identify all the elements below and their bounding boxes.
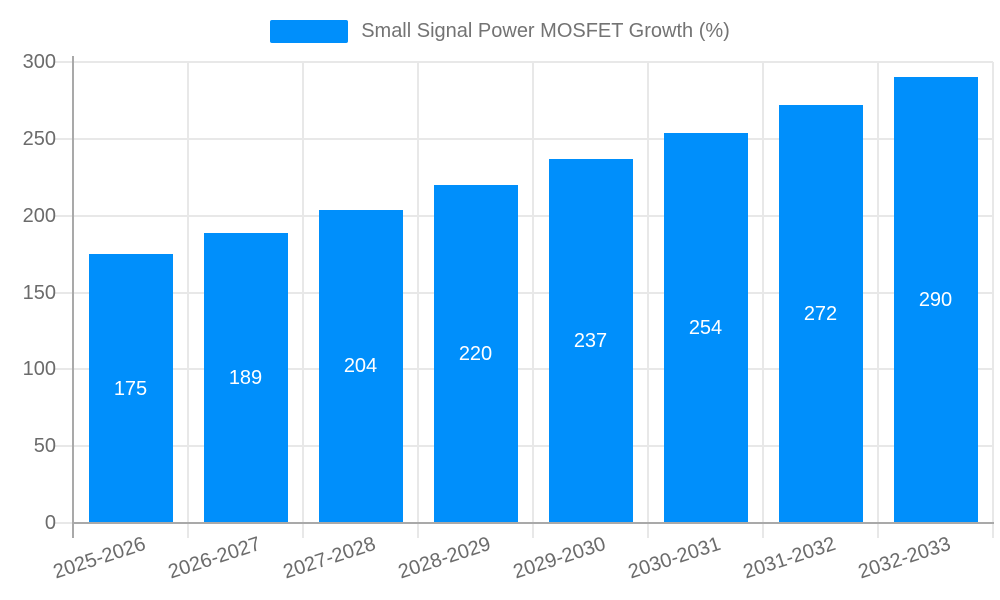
x-tick [992,523,994,538]
bar[interactable]: 189 [203,232,288,523]
y-tick-label: 50 [33,435,56,458]
y-tick [55,445,73,448]
x-gridline [877,62,879,523]
bar-value-label: 189 [228,366,263,389]
y-tick [55,61,73,63]
bar-value-label: 237 [573,329,608,352]
y-tick-label: 200 [22,204,56,227]
bar[interactable]: 204 [318,209,403,523]
bar-value-label: 254 [688,316,723,339]
x-tick [417,523,419,538]
y-axis-line [72,56,74,538]
legend-label[interactable]: Small Signal Power MOSFET Growth (%) [361,20,730,42]
x-tick [647,523,649,538]
chart-legend[interactable]: Small Signal Power MOSFET Growth (%) [0,17,1000,45]
bar-value-label: 204 [343,355,378,378]
x-axis-line [72,522,994,524]
bar[interactable]: 272 [778,105,863,523]
x-gridline [187,62,189,523]
y-tick [55,137,73,140]
bar-value-label: 220 [458,342,493,365]
x-tick [187,523,189,538]
bar[interactable]: 237 [548,158,633,523]
y-tick-label: 250 [22,127,56,150]
y-tick [55,214,73,217]
x-tick [877,523,879,538]
bar-value-label: 290 [918,289,953,312]
bar[interactable]: 175 [88,254,173,523]
y-tick-label: 150 [22,281,56,304]
y-tick [55,522,73,524]
x-tick [762,523,764,538]
x-gridline [302,62,304,523]
x-tick [302,523,304,538]
bar-value-label: 272 [803,303,838,325]
y-tick-label: 0 [44,512,56,534]
bar[interactable]: 220 [433,184,518,523]
x-gridline [992,62,994,523]
bar[interactable]: 290 [893,77,978,523]
y-tick [55,368,73,371]
y-tick-label: 300 [22,51,56,73]
x-gridline [417,62,419,523]
y-tick [55,291,73,294]
x-gridline [647,62,649,523]
bar[interactable]: 254 [663,132,748,523]
x-gridline [762,62,764,523]
legend-swatch[interactable] [270,19,349,43]
bar-value-label: 175 [113,377,148,400]
x-gridline [532,62,534,523]
y-tick-label: 100 [22,358,56,381]
x-tick [532,523,534,538]
